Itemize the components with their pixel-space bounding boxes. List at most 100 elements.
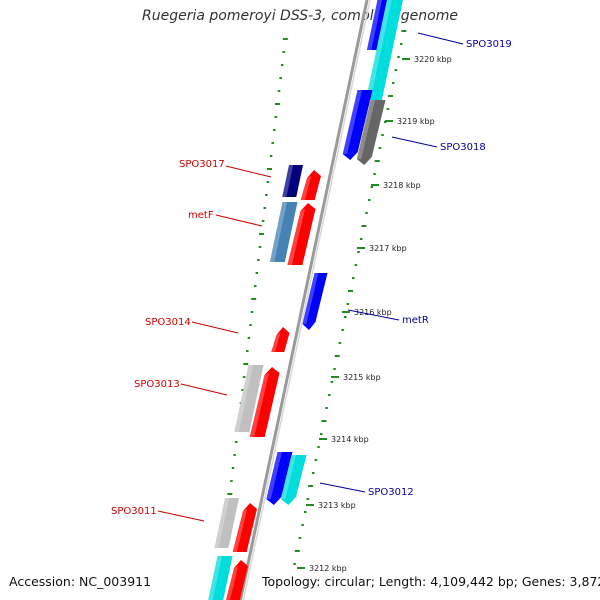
gene-spo3014 xyxy=(271,327,290,352)
gc-dot-right xyxy=(386,108,390,110)
gc-dot-left xyxy=(241,389,244,391)
gc-dot-left xyxy=(247,337,251,339)
gc-dot-left xyxy=(274,116,278,118)
gc-dot-left xyxy=(265,194,268,196)
gc-dot-left xyxy=(233,454,236,456)
gc-dot-left xyxy=(271,142,274,144)
gc-dot-right xyxy=(308,485,314,487)
gc-dot-right xyxy=(361,225,367,227)
gene-red-c-shade xyxy=(249,373,269,437)
gene-label-right: metR xyxy=(402,315,429,326)
tick-label: 3219 kbp xyxy=(397,117,435,126)
tick-label: 3217 kbp xyxy=(369,244,407,253)
gc-dot-right xyxy=(338,342,342,344)
gene-label-left: SPO3011 xyxy=(111,506,157,517)
gene-cyan-c-shade xyxy=(208,556,222,600)
gc-dot-right xyxy=(333,368,336,370)
gc-dot-right xyxy=(367,199,371,201)
gene-metr-shade xyxy=(302,273,319,324)
gc-dot-right xyxy=(330,381,334,383)
gene-red-b-shade xyxy=(287,209,305,265)
gc-dot-right xyxy=(388,95,394,97)
gene-cyan-c xyxy=(208,556,233,600)
gc-dot-left xyxy=(234,441,238,443)
gc-dot-right xyxy=(317,446,320,448)
tick-label: 3213 kbp xyxy=(318,501,356,510)
tick-label: 3215 kbp xyxy=(343,373,381,382)
gene-red-d xyxy=(232,503,257,552)
leader-line-right xyxy=(347,309,400,321)
gene-spo3018-shade xyxy=(356,100,375,159)
gc-dot-left xyxy=(250,311,254,313)
leader-line-left xyxy=(225,165,272,178)
gc-dot-left xyxy=(251,298,257,300)
gc-dot-right xyxy=(354,264,358,266)
gc-dot-left xyxy=(255,272,259,274)
gene-label-right: SPO3012 xyxy=(368,487,414,498)
gene-spo3017-shade xyxy=(282,165,294,197)
leader-line-left xyxy=(157,510,205,522)
gc-dot-right xyxy=(298,537,302,539)
gene-spo3013 xyxy=(234,365,264,432)
gene-spo3019-cyan-shade xyxy=(365,0,392,100)
gc-dot-right xyxy=(357,251,360,253)
leader-line-right xyxy=(319,482,366,493)
gc-dot-right xyxy=(327,394,331,396)
gc-dot-right xyxy=(391,82,395,84)
gc-dot-right xyxy=(348,290,354,292)
gene-spo3014-shade xyxy=(271,333,281,352)
gc-dot-right xyxy=(301,524,304,526)
gc-dot-right xyxy=(325,407,328,409)
tick-label: 3220 kbp xyxy=(414,55,452,64)
gc-dot-right xyxy=(399,43,403,45)
gene-red-e xyxy=(225,560,248,600)
leader-line-right xyxy=(391,136,438,148)
gc-dot-right xyxy=(397,56,400,58)
gc-dot-right xyxy=(401,30,407,32)
gene-metf xyxy=(269,202,298,262)
gene-blue-b xyxy=(266,452,293,505)
gc-dot-right xyxy=(314,459,318,461)
gene-spo3013-shade xyxy=(234,365,253,432)
gc-dot-left xyxy=(277,90,281,92)
gc-dot-right xyxy=(311,472,315,474)
gene-blue-a-shade xyxy=(342,90,362,154)
gc-dot-right xyxy=(351,277,355,279)
gc-dot-right xyxy=(319,433,323,435)
gene-label-right: SPO3019 xyxy=(466,39,512,50)
gc-dot-right xyxy=(378,147,382,149)
gc-dot-left xyxy=(227,493,233,495)
gene-metf-shade xyxy=(269,202,287,262)
gc-dot-left xyxy=(282,38,288,40)
gene-spo3019-blue-shade xyxy=(366,0,382,50)
gc-dot-right xyxy=(334,355,340,357)
gc-dot-left xyxy=(274,103,280,105)
gc-dot-left xyxy=(266,181,270,183)
gc-dot-left xyxy=(263,207,266,209)
gc-dot-right xyxy=(365,212,368,214)
gc-dot-right xyxy=(394,69,398,71)
gene-label-left: SPO3013 xyxy=(134,379,180,390)
gene-spo3018 xyxy=(356,100,386,165)
gc-dot-right xyxy=(293,563,296,565)
gc-dot-right xyxy=(294,550,300,552)
gene-red-a xyxy=(300,170,321,200)
gc-dot-left xyxy=(259,233,265,235)
gc-dot-right xyxy=(306,498,310,500)
gene-label-left: SPO3017 xyxy=(179,159,225,170)
gc-dot-right xyxy=(381,134,384,136)
genome-summary-text: Topology: circular; Length: 4,109,442 bp… xyxy=(262,574,600,589)
gc-dot-left xyxy=(230,480,233,482)
gc-dot-left xyxy=(242,376,246,378)
accession-text: Accession: NC_003911 xyxy=(9,574,152,589)
gene-red-c xyxy=(249,367,280,437)
gene-spo3019-cyan xyxy=(365,0,403,100)
gc-dot-left xyxy=(261,220,265,222)
gc-dot-right xyxy=(370,186,374,188)
gc-dot-left xyxy=(273,129,276,131)
backbone-highlight xyxy=(242,0,371,600)
leader-line-left xyxy=(191,321,239,334)
leader-line-left xyxy=(180,383,228,396)
gene-red-a-shade xyxy=(300,176,312,200)
